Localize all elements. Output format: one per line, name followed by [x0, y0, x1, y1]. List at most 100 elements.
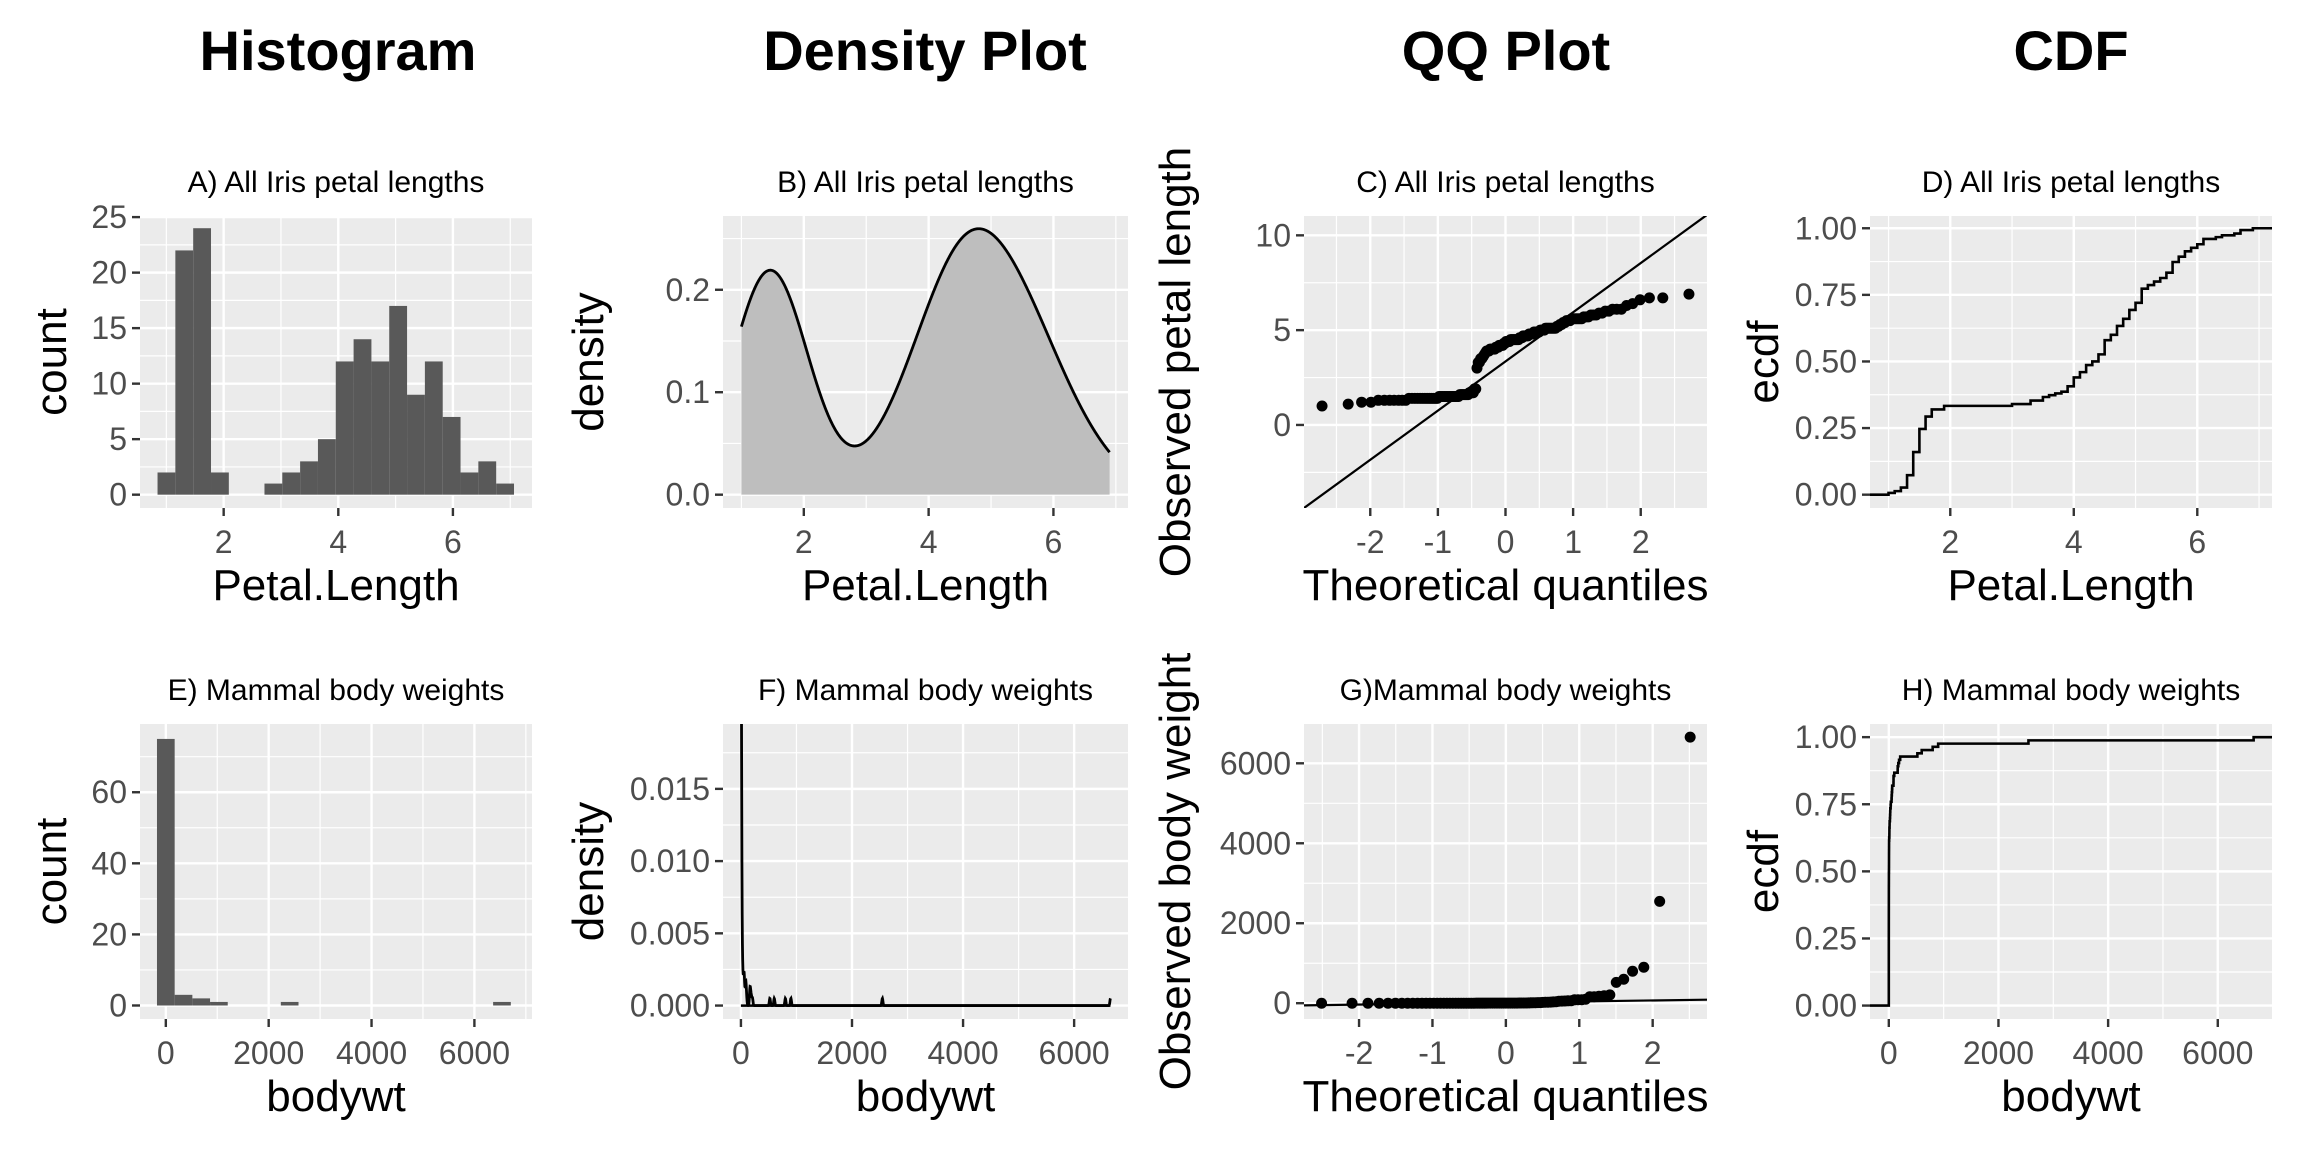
axes: 2 4 6 0 5 10 15 20 25	[91, 199, 461, 560]
histogram-bar	[493, 1001, 511, 1006]
x-tick-label: 0	[1497, 524, 1515, 560]
column-header-qq: QQ Plot	[1402, 19, 1610, 82]
panel-background	[723, 724, 1128, 1019]
qq-point	[1356, 396, 1368, 408]
marks	[1304, 731, 1707, 1009]
x-tick-label: 0	[1497, 1035, 1515, 1071]
gridlines	[1870, 724, 2272, 1019]
y-tick-label: 5	[1273, 312, 1291, 348]
histogram-bar	[175, 250, 194, 495]
histogram-bar	[192, 998, 211, 1006]
histogram-bar	[156, 738, 175, 1006]
y-axis-title: Observed body weight	[1151, 653, 1200, 1091]
qq-point	[1316, 997, 1328, 1009]
axes: 0 2000 4000 6000 0.00 0.25 0.50 0.75 1.00	[1795, 719, 2254, 1071]
x-tick-label: 2	[795, 524, 813, 560]
histogram-bar	[353, 339, 372, 495]
x-tick-label: -1	[1424, 524, 1452, 560]
density-curve	[740, 724, 1112, 1007]
y-tick-label: 4000	[1220, 825, 1291, 861]
panel-title: F) Mammal body weights	[758, 674, 1093, 707]
y-tick-label: 20	[91, 916, 127, 952]
marks	[1870, 226, 2272, 496]
x-tick-label: 2	[215, 524, 233, 560]
panel-d: D) All Iris petal lengths Petal.Length ecd…	[1739, 166, 2272, 610]
y-tick-label: 10	[91, 366, 127, 402]
y-axis-title: density	[564, 292, 613, 431]
x-axis-title: Petal.Length	[802, 561, 1049, 610]
panels: A) All Iris petal lengths Petal.Length cou…	[27, 147, 2272, 1121]
x-tick-label: 4000	[336, 1035, 407, 1071]
axes: 0 2000 4000 6000 0.000 0.005 0.010 0.015	[630, 771, 1110, 1071]
y-axis-title: Observed petal length	[1151, 147, 1200, 578]
axes: 2 4 6 0.0 0.1 0.2	[666, 272, 1063, 560]
x-tick-label: 2000	[816, 1035, 887, 1071]
histogram-bar	[157, 472, 176, 495]
x-tick-label: 4	[2065, 524, 2083, 560]
marks	[156, 738, 511, 1006]
y-tick-label: 0.005	[630, 915, 710, 951]
panel-title: E) Mammal body weights	[168, 674, 505, 707]
column-header-density: Density Plot	[763, 19, 1087, 82]
x-tick-label: 2	[1941, 524, 1959, 560]
marks	[740, 724, 1112, 1007]
panel-title: D) All Iris petal lengths	[1922, 166, 2220, 199]
x-tick-label: 4	[920, 524, 938, 560]
y-tick-label: 10	[1255, 217, 1291, 253]
x-axis-title: bodywt	[856, 1072, 995, 1121]
histogram-bar	[210, 1001, 228, 1006]
y-tick-label: 5	[109, 421, 127, 457]
histogram-bar	[335, 361, 354, 495]
gridlines	[723, 724, 1128, 1019]
axes: 0 2000 4000 6000 0 20 40 60	[91, 774, 510, 1071]
panel-title: B) All Iris petal lengths	[777, 166, 1074, 199]
histogram-bar	[460, 472, 479, 495]
x-tick-label: 2000	[1963, 1035, 2034, 1071]
density-curve	[740, 227, 1111, 454]
axes: -2 -1 0 1 2 0 2000 4000 6000	[1220, 745, 1662, 1071]
qq-point	[1627, 965, 1639, 977]
histogram-bar	[496, 483, 515, 495]
y-tick-label: 0.00	[1795, 477, 1857, 513]
y-tick-label: 0.00	[1795, 988, 1857, 1024]
histogram-bar	[280, 1001, 299, 1006]
y-tick-label: 0.50	[1795, 853, 1857, 889]
panel-title: C) All Iris petal lengths	[1356, 166, 1654, 199]
qq-reference-line	[1304, 998, 1707, 1007]
x-axis-title: Theoretical quantiles	[1302, 561, 1708, 610]
qq-point	[1638, 961, 1650, 973]
y-tick-label: 0.25	[1795, 410, 1857, 446]
ecdf-step-line	[1870, 226, 2272, 496]
histogram-bar	[371, 361, 390, 495]
y-tick-label: 6000	[1220, 745, 1291, 781]
y-tick-label: 0.50	[1795, 343, 1857, 379]
qq-reference-line	[1304, 216, 1707, 508]
y-tick-label: 0.0	[666, 477, 710, 513]
panel-e: E) Mammal body weights bodywt count 0 2000 40…	[27, 674, 532, 1121]
qq-point	[1346, 997, 1358, 1009]
histogram-bar	[407, 394, 425, 495]
histogram-bar	[389, 305, 408, 495]
x-axis-title: bodywt	[266, 1072, 405, 1121]
y-axis-title: ecdf	[1739, 320, 1788, 404]
x-tick-label: -2	[1345, 1035, 1373, 1071]
x-tick-label: 0	[732, 1035, 750, 1071]
histogram-bar	[211, 472, 229, 495]
qq-point	[1634, 294, 1646, 306]
qq-point	[1657, 292, 1669, 304]
panel-title: G)Mammal body weights	[1340, 674, 1672, 707]
x-tick-label: 0	[157, 1035, 175, 1071]
x-tick-label: 2	[1632, 524, 1650, 560]
histogram-bar	[264, 483, 283, 495]
x-tick-label: 2	[1644, 1035, 1662, 1071]
qq-point	[1684, 731, 1696, 743]
marks	[740, 227, 1111, 495]
marks	[157, 228, 515, 495]
qq-point	[1316, 400, 1328, 412]
histogram-bar	[424, 361, 443, 495]
panel-c: C) All Iris petal lengths Theoretical qua…	[1151, 147, 1709, 610]
x-axis-title: Theoretical quantiles	[1302, 1072, 1708, 1121]
y-tick-label: 0	[1273, 985, 1291, 1021]
x-axis-title: Petal.Length	[1947, 561, 2194, 610]
